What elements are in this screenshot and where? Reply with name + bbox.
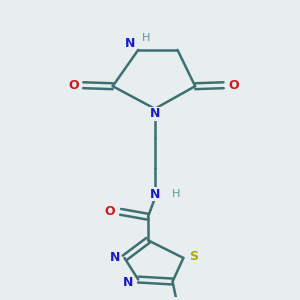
Text: H: H	[172, 189, 181, 199]
Text: N: N	[110, 251, 120, 265]
Text: O: O	[68, 79, 79, 92]
Text: N: N	[150, 188, 160, 201]
Text: N: N	[125, 37, 136, 50]
Text: N: N	[123, 276, 134, 289]
Text: S: S	[189, 250, 198, 262]
Text: H: H	[142, 33, 150, 43]
Text: O: O	[104, 205, 115, 218]
Text: O: O	[228, 79, 239, 92]
Text: N: N	[150, 107, 160, 120]
